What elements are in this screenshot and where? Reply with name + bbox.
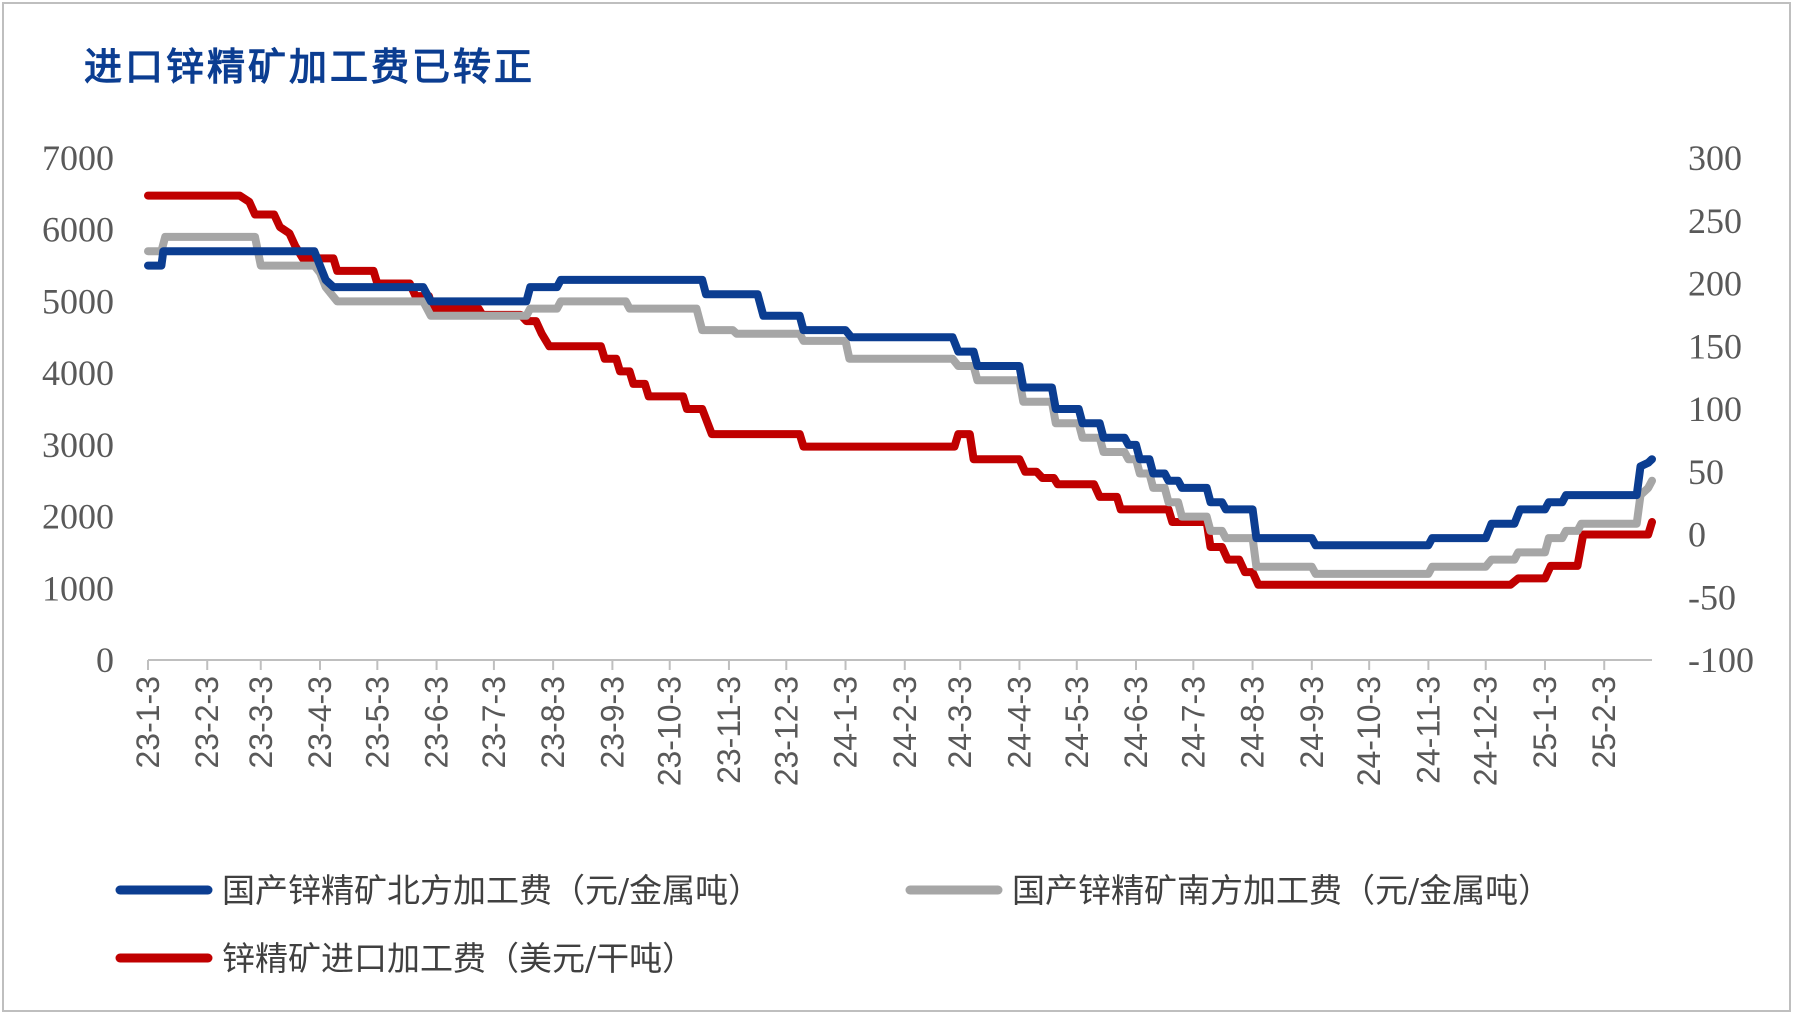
legend-label-1: 国产锌精矿南方加工费（元/金属吨） [1012, 871, 1551, 910]
x-tick-label: 24-4-3 [1001, 676, 1037, 769]
x-tick-label: 23-11-3 [711, 676, 747, 784]
x-tick-label: 24-11-3 [1410, 676, 1446, 784]
y-left-tick-label: 3000 [42, 425, 114, 465]
x-tick-label: 24-3-3 [942, 676, 978, 769]
x-tick-label: 23-4-3 [302, 676, 338, 769]
x-tick-label: 24-7-3 [1175, 676, 1211, 769]
y-left-tick-label: 7000 [42, 138, 114, 178]
y-right-tick-label: 150 [1688, 326, 1742, 366]
x-tick-label: 25-2-3 [1586, 676, 1622, 769]
legend: 国产锌精矿北方加工费（元/金属吨） 国产锌精矿南方加工费（元/金属吨） 锌精矿进口加… [115, 871, 1551, 978]
y-left-tick-label: 5000 [42, 281, 114, 321]
x-tick-label: 23-8-3 [535, 676, 571, 769]
y-left-tick-label: 1000 [42, 568, 114, 608]
x-tick-label: 23-2-3 [189, 676, 225, 769]
x-tick-label: 24-1-3 [828, 676, 864, 769]
series-line-0 [144, 247, 1656, 550]
y-left-tick-label: 4000 [42, 353, 114, 393]
x-tick-label: 23-3-3 [243, 676, 279, 769]
y-left-tick-label: 2000 [42, 497, 114, 537]
y-axis-right: 300 250 200 150 100 50 0 -50 -100 [1688, 138, 1754, 680]
x-tick-label: 23-9-3 [594, 676, 630, 769]
legend-label-0: 国产锌精矿北方加工费（元/金属吨） [222, 871, 761, 910]
y-right-tick-label: 100 [1688, 389, 1742, 429]
x-tick-label: 24-6-3 [1118, 676, 1154, 769]
y-right-tick-label: 0 [1688, 515, 1706, 555]
legend-label-2: 锌精矿进口加工费（美元/干吨） [222, 939, 695, 978]
x-axis: 23-1-3 23-2-3 23-3-3 23-4-3 23-5-3 23-6-3 23-7… [130, 659, 1652, 786]
x-tick-label: 23-10-3 [652, 676, 688, 786]
series-line-2 [144, 191, 1656, 589]
x-tick-label: 23-6-3 [419, 676, 455, 769]
y-right-tick-label: -100 [1688, 640, 1754, 680]
x-tick-label: 24-9-3 [1294, 676, 1330, 769]
x-tick-label: 24-2-3 [887, 676, 923, 769]
x-tick-label: 24-8-3 [1235, 676, 1271, 769]
y-axis-left: 7000 6000 5000 4000 3000 2000 1000 0 [42, 138, 114, 680]
x-tick-label: 23-7-3 [476, 676, 512, 769]
y-right-tick-label: 300 [1688, 138, 1742, 178]
y-right-tick-label: 50 [1688, 452, 1724, 492]
x-tick-label: 23-12-3 [768, 676, 804, 786]
y-right-tick-label: 250 [1688, 201, 1742, 241]
chart-title: 进口锌精矿加工费已转正 [84, 44, 536, 89]
x-tick-label: 24-10-3 [1351, 676, 1387, 786]
x-tick-label: 24-5-3 [1059, 676, 1095, 769]
x-tick-label: 23-1-3 [130, 676, 166, 769]
y-left-tick-label: 6000 [42, 210, 114, 250]
x-tick-label: 24-12-3 [1468, 676, 1504, 786]
series-layer [144, 191, 1656, 589]
x-tick-label: 25-1-3 [1527, 676, 1563, 769]
y-left-tick-label: 0 [96, 640, 114, 680]
y-right-tick-label: 200 [1688, 264, 1742, 304]
y-right-tick-label: -50 [1688, 577, 1736, 617]
x-tick-label: 23-5-3 [359, 676, 395, 769]
